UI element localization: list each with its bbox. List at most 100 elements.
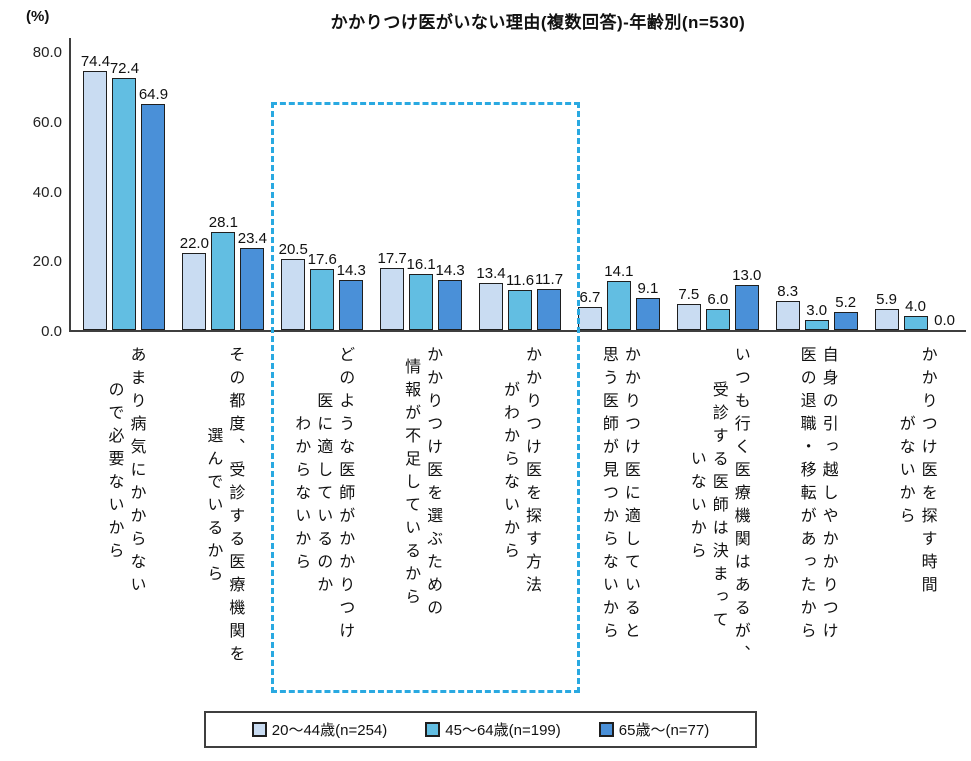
category-cell: かかりつけ医を探す時間 がないから bbox=[866, 346, 965, 668]
bar-slot: 9.1 bbox=[635, 280, 660, 330]
bar-slot: 6.0 bbox=[705, 291, 730, 330]
bar-slot: 23.4 bbox=[238, 230, 267, 330]
bar-slot: 11.6 bbox=[506, 272, 534, 330]
category-label: いつも行く医療機関はあるが、 受診する医師は決まって いないから bbox=[687, 346, 749, 668]
bar-slot: 5.2 bbox=[833, 294, 858, 330]
bar bbox=[409, 273, 434, 330]
bars-area: 74.4 72.4 64.9 22.0 28.1 23.4 20.5 17.6 14.3 17.7… bbox=[75, 38, 965, 330]
bar-slot: 17.7 bbox=[378, 250, 407, 330]
bar-value-label: 5.2 bbox=[835, 293, 857, 311]
legend-label: 65歳〜(n=77) bbox=[618, 722, 710, 739]
bar-slot: 8.3 bbox=[775, 283, 800, 330]
bar bbox=[635, 298, 660, 330]
bar bbox=[339, 280, 364, 330]
bar bbox=[310, 268, 335, 330]
bar bbox=[874, 309, 899, 330]
chart-title: かかりつけ医がいない理由(複数回答)-年齢別(n=530) bbox=[330, 13, 746, 32]
bar-value-label: 13.0 bbox=[732, 266, 762, 284]
bar-value-label: 14.1 bbox=[604, 262, 634, 280]
legend-item: 20〜44歳(n=254) bbox=[251, 719, 388, 740]
bar bbox=[438, 280, 463, 330]
bar-value-label: 5.9 bbox=[876, 291, 897, 309]
bar-slot: 14.3 bbox=[436, 262, 465, 330]
bar-value-label: 72.4 bbox=[109, 59, 140, 77]
bar-slot: 13.0 bbox=[732, 267, 761, 330]
y-tick-label: 0.0 bbox=[41, 323, 62, 340]
bar-slot: 6.7 bbox=[577, 289, 602, 330]
legend-swatch bbox=[598, 722, 614, 737]
bar-group: 7.5 6.0 13.0 bbox=[668, 38, 767, 330]
category-label: あまり病気にかからない ので必要ないから bbox=[105, 346, 145, 599]
bar bbox=[112, 77, 137, 330]
bar-value-label: 4.0 bbox=[905, 298, 926, 316]
bar-slot: 13.4 bbox=[476, 265, 506, 330]
bar-value-label: 20.5 bbox=[278, 240, 308, 258]
legend-item: 45〜64歳(n=199) bbox=[425, 719, 561, 740]
bar bbox=[833, 311, 858, 330]
bar-value-label: 74.4 bbox=[80, 52, 111, 70]
legend-label: 45〜64歳(n=199) bbox=[445, 722, 561, 739]
bar-value-label: 28.1 bbox=[208, 214, 238, 231]
category-cell: 自身の引っ越しやかかりつけ 医の退職・移転があったから bbox=[767, 346, 866, 668]
bar-slot: 7.5 bbox=[676, 286, 701, 330]
bar-value-label: 0.0 bbox=[934, 312, 955, 329]
bar-slot: 11.7 bbox=[535, 271, 563, 330]
y-tick-label: 20.0 bbox=[32, 253, 62, 271]
bar-slot: 64.9 bbox=[139, 86, 168, 330]
bar bbox=[479, 283, 503, 330]
bar bbox=[903, 316, 928, 330]
legend-label: 20〜44歳(n=254) bbox=[271, 722, 388, 739]
bar-group: 8.3 3.0 5.2 bbox=[767, 38, 866, 330]
bar-value-label: 3.0 bbox=[806, 301, 828, 319]
bar bbox=[577, 306, 602, 330]
bar-group: 17.7 16.1 14.3 bbox=[372, 38, 471, 330]
bar bbox=[537, 289, 561, 330]
bar-value-label: 23.4 bbox=[237, 230, 267, 248]
bar-slot: 14.1 bbox=[604, 263, 633, 330]
bar-value-label: 14.3 bbox=[435, 262, 465, 280]
bar-value-label: 17.7 bbox=[377, 250, 407, 268]
category-label: かかりつけ医を選ぶための 情報が不足しているから bbox=[402, 346, 442, 622]
y-axis-line bbox=[69, 38, 71, 332]
category-label: どのような医師がかかりつけ 医に適しているのか わからないから bbox=[292, 346, 354, 645]
bar-slot: 72.4 bbox=[110, 60, 139, 330]
bar-slot: 4.0 bbox=[903, 298, 928, 330]
y-tick-label: 60.0 bbox=[32, 113, 62, 131]
category-cell: その都度、受診する医療機関を 選んでいるから bbox=[174, 346, 273, 668]
bar-value-label: 6.7 bbox=[579, 288, 601, 306]
bar-group: 13.4 11.6 11.7 bbox=[471, 38, 570, 330]
category-labels-area: あまり病気にかからない ので必要ないから その都度、受診する医療機関を 選んでいる… bbox=[75, 346, 965, 668]
bar bbox=[804, 319, 829, 330]
category-label: かかりつけ医に適していると 思う医師が見つからないから bbox=[599, 346, 639, 645]
bar bbox=[676, 303, 701, 330]
x-axis-line bbox=[69, 330, 966, 332]
bar-slot: 3.0 bbox=[804, 302, 829, 330]
y-axis-unit-label: (%) bbox=[26, 8, 50, 25]
bar bbox=[141, 103, 166, 330]
bar-group: 74.4 72.4 64.9 bbox=[75, 38, 174, 330]
legend-swatch bbox=[251, 722, 267, 737]
category-label: かかりつけ医を探す方法 がわからないから bbox=[501, 346, 540, 599]
bar-value-label: 14.3 bbox=[336, 262, 366, 280]
category-cell: かかりつけ医を探す方法 がわからないから bbox=[471, 346, 570, 668]
bar-value-label: 6.0 bbox=[707, 291, 729, 309]
bar bbox=[240, 248, 265, 330]
bar-slot: 16.1 bbox=[407, 256, 436, 330]
category-cell: いつも行く医療機関はあるが、 受診する医師は決まって いないから bbox=[668, 346, 767, 668]
bar bbox=[281, 258, 306, 330]
bar-slot: 17.6 bbox=[308, 251, 337, 330]
bar-value-label: 17.6 bbox=[307, 250, 337, 268]
bar bbox=[775, 301, 800, 330]
bar-group: 20.5 17.6 14.3 bbox=[273, 38, 372, 330]
bar-value-label: 11.6 bbox=[505, 271, 535, 289]
bar-slot: 28.1 bbox=[209, 214, 238, 330]
bar-group: 5.9 4.0 0.0 bbox=[866, 38, 965, 330]
category-cell: かかりつけ医を選ぶための 情報が不足しているから bbox=[372, 346, 471, 668]
bar bbox=[508, 289, 532, 330]
bar-value-label: 7.5 bbox=[678, 285, 700, 303]
category-label: その都度、受診する医療機関を 選んでいるから bbox=[204, 346, 244, 668]
category-label: 自身の引っ越しやかかりつけ 医の退職・移転があったから bbox=[797, 346, 837, 645]
legend: 20〜44歳(n=254) 45〜64歳(n=199) 65歳〜(n=77) bbox=[204, 711, 757, 748]
y-tick-label: 40.0 bbox=[32, 183, 62, 201]
